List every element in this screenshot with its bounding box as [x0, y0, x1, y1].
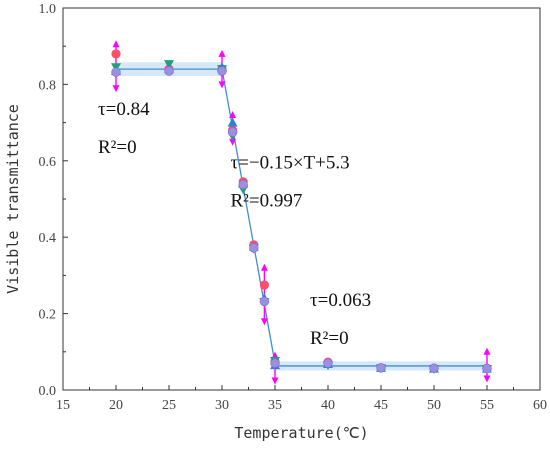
y-tick-label: 0.2	[39, 308, 57, 323]
confidence-bands	[116, 62, 487, 371]
x-axis-title: Temperature(℃)	[234, 424, 368, 442]
error-bars	[112, 40, 491, 385]
x-tick-label: 60	[533, 398, 547, 413]
x-axis: 15 20 25 30 35 40 45 50 55 60	[56, 385, 547, 413]
data-point-purple-circle	[111, 67, 121, 77]
y-tick-label: 0.6	[39, 155, 57, 170]
annotation-a1l2: R²=0	[98, 137, 137, 158]
annotation-a2l2: R²=0.997	[231, 191, 303, 212]
data-point-red-circle	[111, 49, 121, 59]
data-point-purple-circle	[227, 127, 238, 137]
y-tick-label: 0.8	[39, 78, 57, 93]
x-tick-label: 40	[321, 398, 335, 413]
x-tick-label: 25	[162, 398, 176, 413]
y-tick-label: 0.0	[39, 384, 57, 399]
data-point-purple-circle	[164, 66, 174, 76]
y-axis-title: Visible transmittance	[4, 104, 22, 294]
x-tick-label: 15	[56, 398, 70, 413]
fit-annotations: τ=0.84 R²=0 τ=−0.15×T+5.3 R²=0.997 τ=0.063 R²…	[98, 99, 371, 349]
x-tick-label: 45	[374, 398, 388, 413]
y-axis: 0.0 0.2 0.4 0.6 0.8 1.0	[39, 2, 68, 399]
annotation-a1l1: τ=0.84	[98, 99, 150, 120]
x-tick-label: 30	[215, 398, 229, 413]
data-point-purple-circle	[259, 296, 270, 307]
data-point-purple-circle	[376, 363, 386, 373]
data-point-red-circle	[259, 280, 269, 290]
annotation-a3l1: τ=0.063	[310, 290, 371, 311]
data-point-purple-circle	[249, 243, 259, 253]
fit-line-2	[221, 69, 276, 364]
annotation-a3l2: R²=0	[310, 328, 349, 349]
data-points	[111, 49, 492, 374]
x-tick-label: 50	[427, 398, 441, 413]
annotation-a2l1: τ=−0.15×T+5.3	[231, 152, 350, 173]
data-point-purple-circle	[323, 358, 333, 368]
x-tick-label: 20	[109, 398, 123, 413]
data-point-purple-circle	[270, 358, 280, 368]
data-point-purple-circle	[217, 66, 227, 76]
data-point-blue-triangle-up	[227, 117, 238, 127]
x-tick-label: 35	[268, 398, 282, 413]
x-tick-label: 55	[480, 398, 494, 413]
data-point-purple-circle	[238, 179, 248, 190]
data-point-purple-circle	[482, 363, 492, 374]
y-tick-label: 1.0	[39, 2, 57, 17]
data-point-purple-circle	[429, 363, 439, 373]
fit-lines	[116, 68, 487, 367]
y-tick-label: 0.4	[39, 231, 57, 246]
